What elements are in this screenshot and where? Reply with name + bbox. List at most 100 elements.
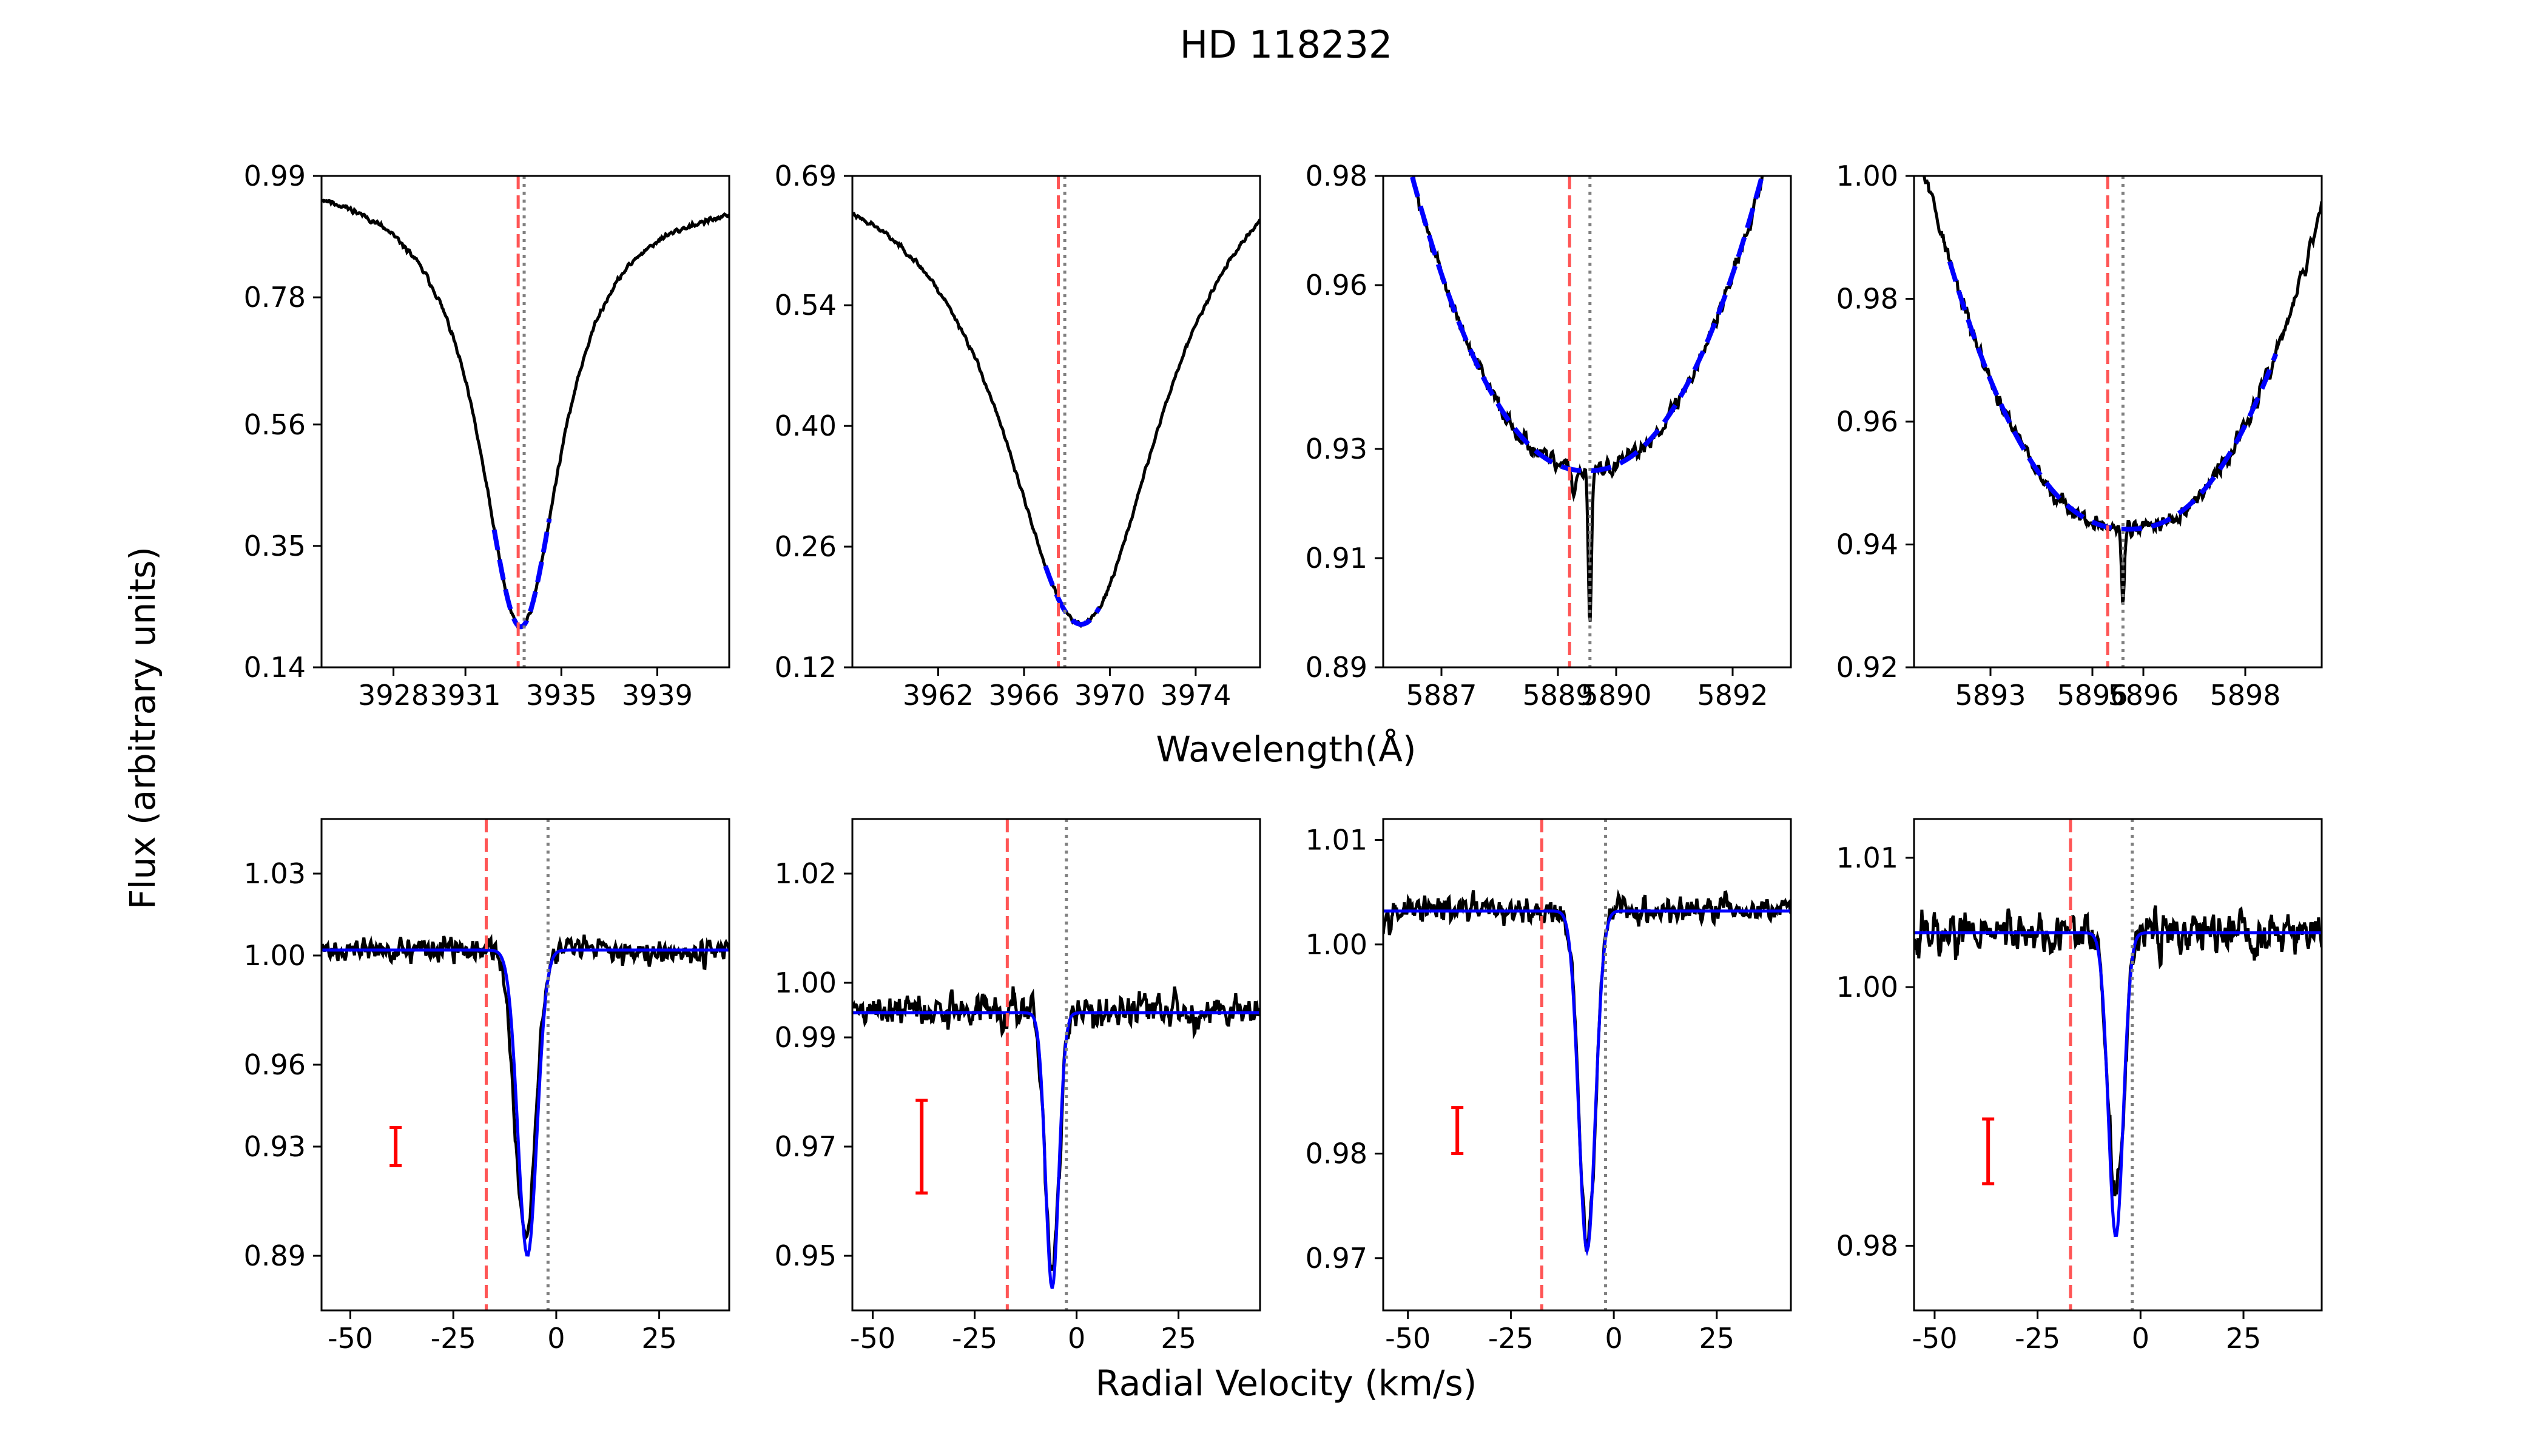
axes-frame: [1382, 175, 1792, 669]
y-tick-label: 0.99: [775, 1021, 837, 1054]
plot-area: [852, 176, 1260, 667]
y-tick-label: 0.96: [1836, 405, 1898, 438]
x-tick-label: -50: [1385, 1322, 1431, 1355]
y-tick-label: 1.01: [1306, 823, 1367, 856]
error-bar: [1451, 1106, 1464, 1155]
x-tick-label: 0: [547, 1322, 565, 1355]
y-tick-label: 0.14: [244, 651, 306, 684]
y-tick-label: 1.01: [1836, 841, 1898, 874]
y-tick-label: 0.91: [1306, 542, 1367, 575]
absorption-fit-line: [322, 948, 729, 1257]
plot-area: [322, 819, 729, 1310]
figure-title: HD 118232: [1180, 22, 1393, 67]
x-tick-label: 5898: [2209, 679, 2280, 712]
y-tick-label: 0.26: [775, 530, 837, 563]
y-tick-label: 1.00: [1836, 971, 1898, 1003]
y-tick-label: 0.40: [775, 410, 837, 442]
axes-frame: [1913, 175, 2323, 669]
x-tick-label: 25: [1699, 1322, 1735, 1355]
plot-area: [1923, 176, 2322, 667]
absorption-fit-line: [1914, 931, 2322, 1238]
observed-spectrum-line: [852, 212, 1260, 629]
error-bar: [915, 1099, 928, 1195]
x-tick-label: 25: [2226, 1322, 2262, 1355]
y-tick-label: 0.95: [775, 1239, 837, 1272]
plot-area: [852, 819, 1260, 1310]
y-tick-label: 1.00: [1836, 160, 1898, 192]
observed-spectrum-line: [1923, 176, 2322, 604]
y-tick-label: 0.98: [1306, 160, 1367, 192]
y-tick-label: 0.12: [775, 651, 837, 684]
x-tick-label: 5887: [1406, 679, 1477, 712]
panel-na-d1-rv: -50 -25 0 25 0.98 1.00 1.01: [1836, 818, 2323, 1355]
y-tick-label: 0.93: [244, 1130, 306, 1163]
x-tick-label: -25: [431, 1322, 476, 1355]
x-tick-label: 25: [1161, 1322, 1196, 1355]
y-tick-label: 1.00: [1306, 928, 1367, 961]
x-tick-label: 3939: [622, 679, 693, 712]
absorption-fit-line: [1383, 909, 1791, 1256]
error-bar: [1982, 1117, 1995, 1185]
x-tick-label: -50: [850, 1322, 895, 1355]
y-tick-label: 0.56: [244, 408, 306, 441]
y-tick-label: 0.99: [244, 160, 306, 192]
absorption-fit-line: [852, 1011, 1260, 1289]
x-tick-label: -50: [1912, 1322, 1957, 1355]
axes-frame: [320, 175, 730, 669]
plot-area: [1914, 819, 2322, 1310]
panel-na-d2-rv: -50 -25 0 25 0.97 0.98 1.00 1.01: [1306, 818, 1792, 1355]
x-tick-label: 3974: [1160, 679, 1231, 712]
x-tick-label: -50: [328, 1322, 373, 1355]
observed-spectrum-line: [1412, 176, 1764, 622]
panel-ca-h-rv: -50 -25 0 25 0.95 0.97 0.99 1.00 1.02: [775, 818, 1261, 1355]
y-tick-label: 0.69: [775, 160, 837, 192]
y-tick-label: 0.89: [244, 1239, 306, 1272]
y-tick-label: 0.98: [1836, 1229, 1898, 1262]
error-bar: [389, 1126, 402, 1167]
y-tick-label: 0.78: [244, 281, 306, 314]
observed-spectrum-line: [1914, 905, 2322, 1196]
observed-spectrum-line: [322, 934, 729, 1241]
y-tick-label: 0.98: [1836, 283, 1898, 315]
x-tick-label: 5889: [1522, 679, 1593, 712]
y-tick-label: 0.54: [775, 289, 837, 322]
y-tick-label: 1.02: [775, 857, 837, 890]
y-tick-label: 0.89: [1306, 651, 1367, 684]
x-axis-label-radial-velocity: Radial Velocity (km/s): [1096, 1363, 1477, 1404]
axes-frame: [851, 818, 1261, 1312]
continuum-fit-line: [1043, 565, 1102, 627]
y-tick-label: 0.97: [1306, 1242, 1367, 1275]
x-tick-label: 25: [641, 1322, 677, 1355]
x-tick-label: 0: [2132, 1322, 2149, 1355]
y-tick-label: 0.97: [775, 1130, 837, 1163]
plot-area: [322, 176, 729, 667]
x-tick-label: 5896: [2057, 679, 2128, 712]
y-tick-label: 0.96: [244, 1048, 306, 1081]
y-tick-label: 0.35: [244, 530, 306, 562]
x-tick-label: 3966: [988, 679, 1059, 712]
x-tick-label: 5896: [2108, 679, 2179, 712]
x-tick-label: 0: [1605, 1322, 1622, 1355]
x-tick-label: -25: [2015, 1322, 2060, 1355]
y-tick-label: 1.03: [244, 857, 306, 890]
x-tick-label: -25: [952, 1322, 997, 1355]
y-tick-label: 0.98: [1306, 1137, 1367, 1170]
continuum-fit-line: [491, 518, 552, 630]
y-tick-label: 0.92: [1836, 651, 1898, 684]
x-tick-label: 3962: [903, 679, 974, 712]
y-tick-label: 0.93: [1306, 433, 1367, 465]
y-tick-label: 1.00: [244, 939, 306, 972]
x-axis-label-wavelength: Wavelength(Å): [1156, 728, 1417, 770]
x-tick-label: 0: [1068, 1322, 1085, 1355]
y-tick-label: 1.00: [775, 966, 837, 999]
x-tick-label: 3931: [430, 679, 501, 712]
panel-ca-h: 3962 3966 3970 3974 0.12 0.26 0.40 0.54 0.69: [775, 160, 1261, 712]
panel-ca-k: 3928 3931 3935 3939 0.14 0.35 0.56 0.78 0.99: [244, 160, 730, 712]
observed-spectrum-line: [1383, 889, 1791, 1252]
plot-area: [1383, 819, 1791, 1310]
axes-frame: [1913, 818, 2323, 1312]
x-tick-label: 5892: [1697, 679, 1768, 712]
x-tick-label: 3935: [526, 679, 597, 712]
